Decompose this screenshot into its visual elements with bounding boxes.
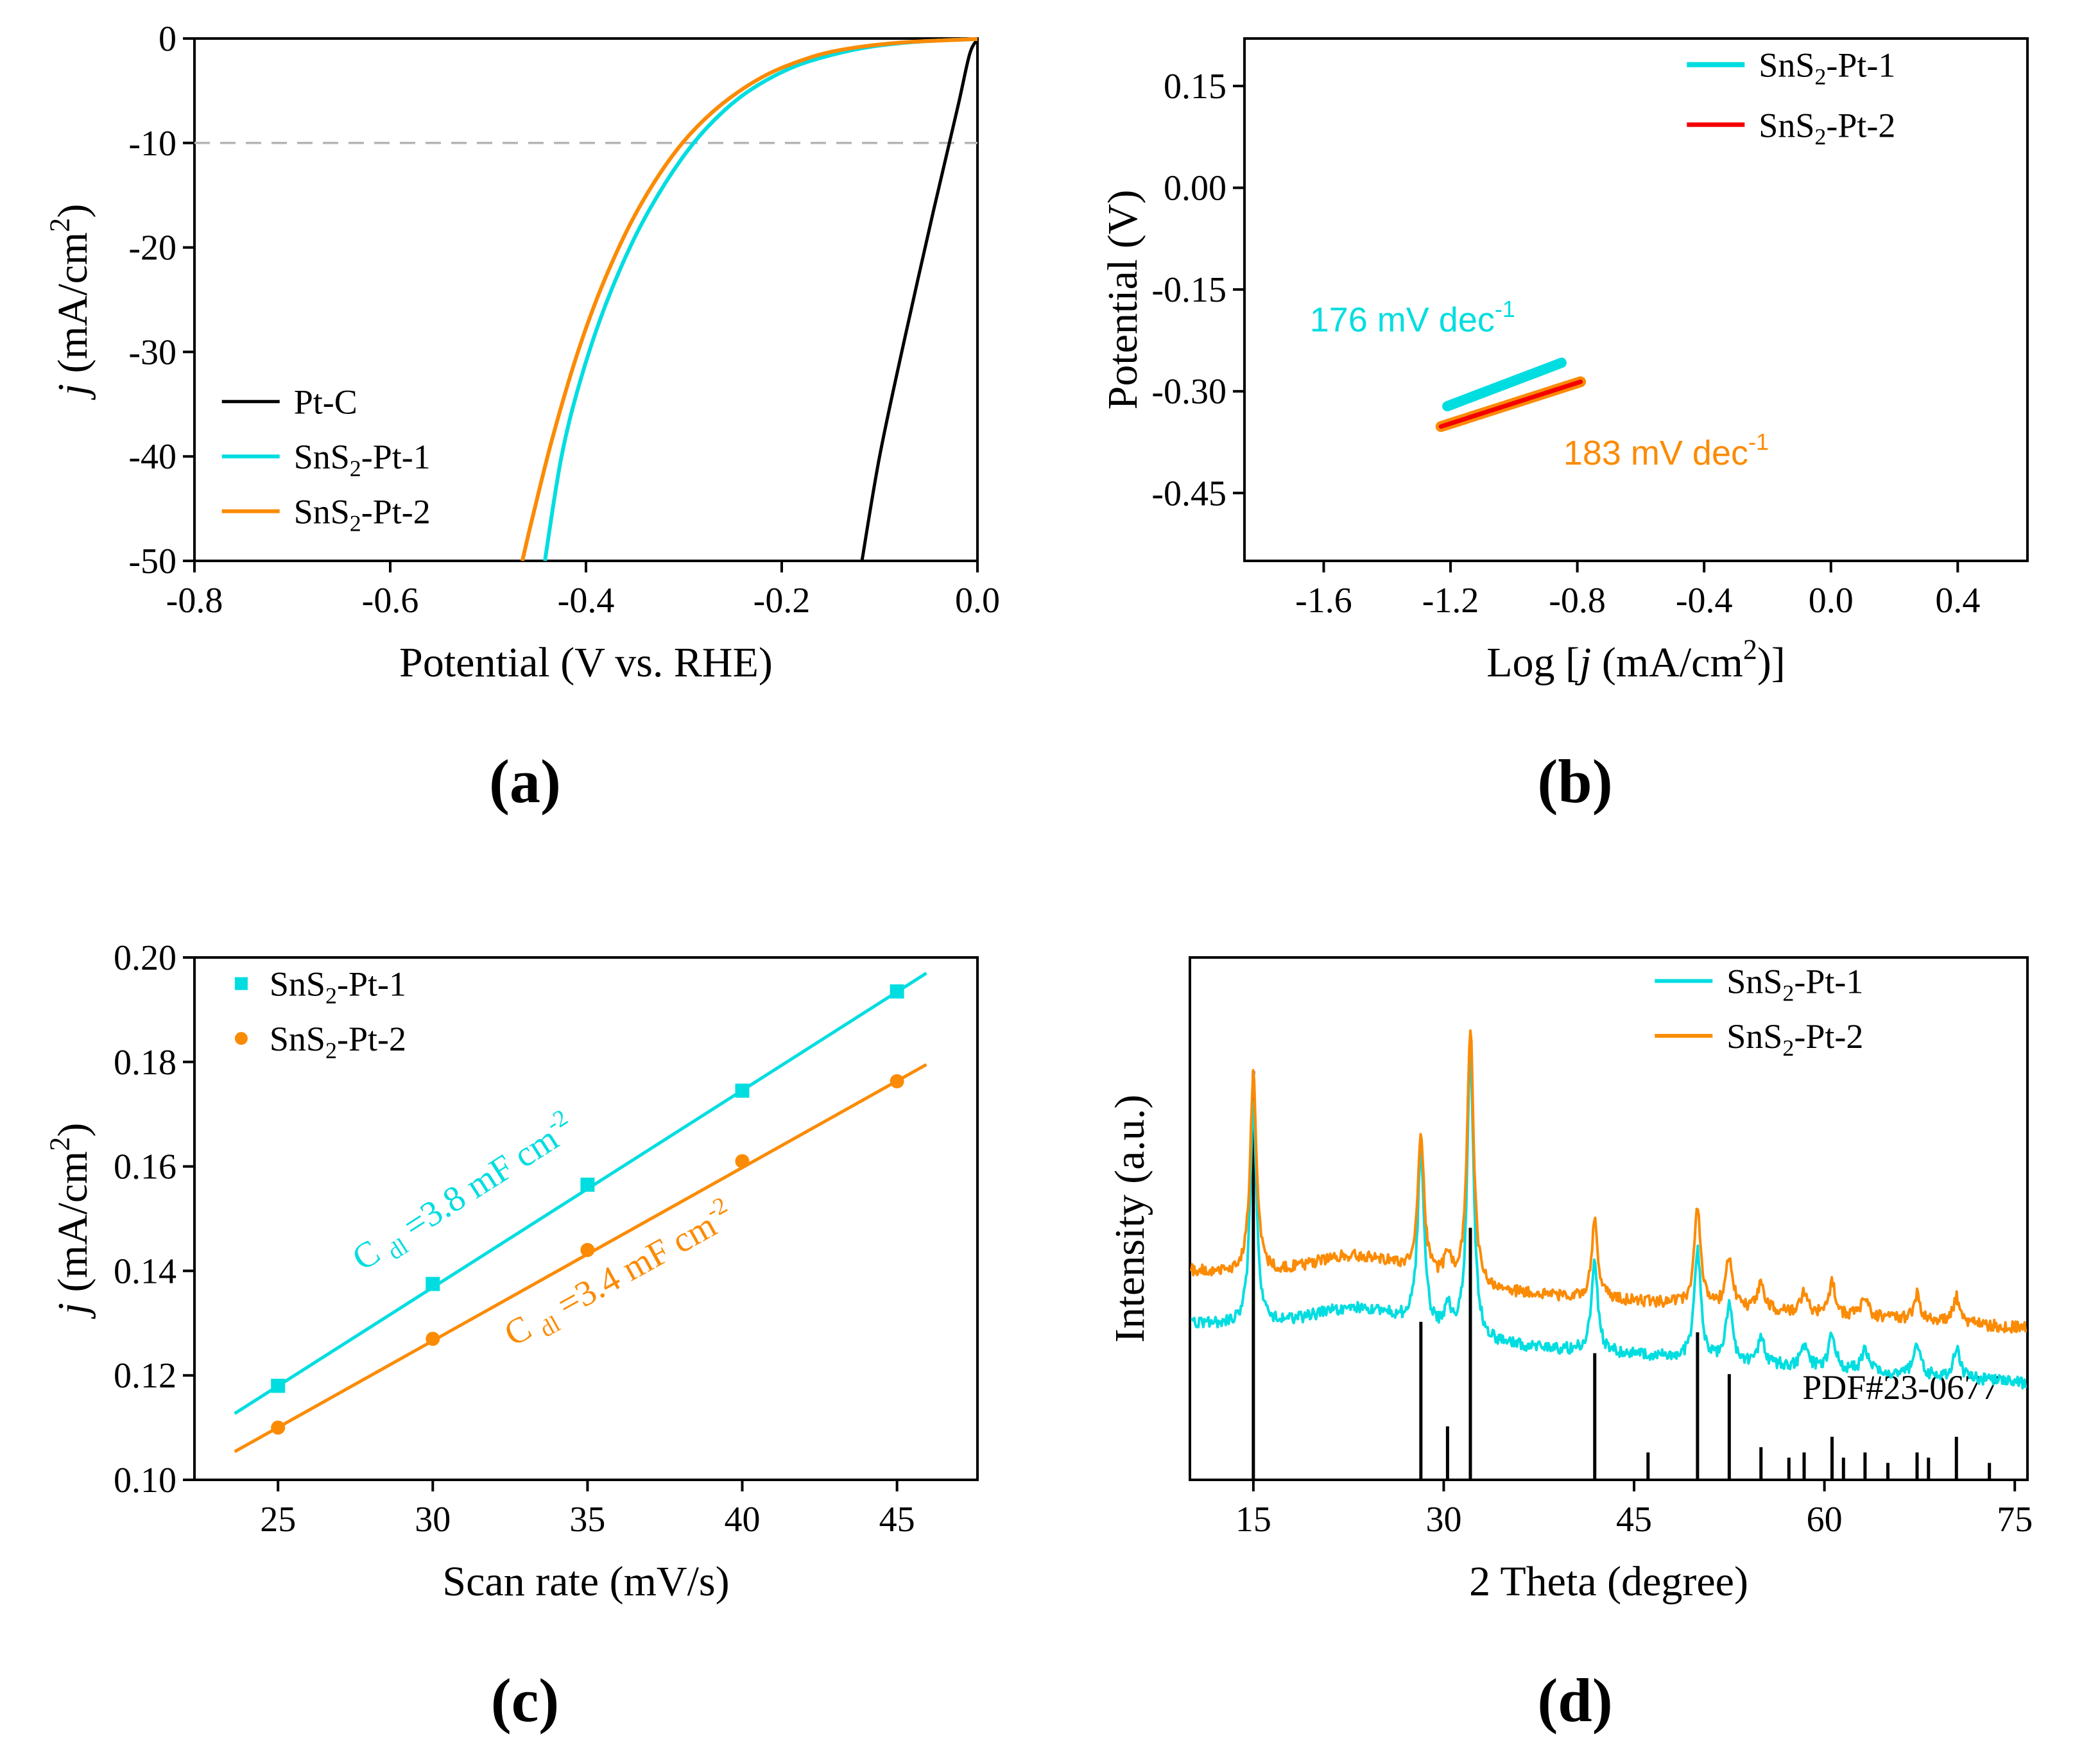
svg-text:0.4: 0.4 bbox=[1935, 581, 1980, 621]
svg-text:0.0: 0.0 bbox=[1809, 581, 1854, 621]
panel-a-caption: (a) bbox=[489, 747, 561, 816]
panel-c: 25 30 35 40 45 0.10 0.12 0.14 0.16 0.18 0.20 Scan r… bbox=[0, 879, 1050, 1759]
svg-text:-0.4: -0.4 bbox=[1676, 581, 1733, 621]
panel-b-chart: -1.6 -1.2 -0.8 -0.4 0.0 0.4 0.15 0.00 -0.15 -0.30… bbox=[1099, 37, 2029, 686]
svg-text:15: 15 bbox=[1235, 1500, 1271, 1540]
svg-text:SnS2-Pt-2: SnS2-Pt-2 bbox=[294, 493, 431, 536]
svg-text:C dl =3.8 mF cm-2: C dl =3.8 mF cm-2 bbox=[343, 1104, 585, 1283]
svg-text:0.12: 0.12 bbox=[114, 1356, 176, 1396]
svg-text:-0.15: -0.15 bbox=[1151, 270, 1226, 310]
svg-text:0.10: 0.10 bbox=[114, 1461, 176, 1500]
svg-text:SnS2-Pt-2: SnS2-Pt-2 bbox=[1726, 1017, 1863, 1061]
svg-text:75: 75 bbox=[1997, 1500, 2033, 1540]
svg-text:2 Theta (degree): 2 Theta (degree) bbox=[1469, 1558, 1748, 1605]
svg-text:SnS2-Pt-2: SnS2-Pt-2 bbox=[270, 1020, 406, 1063]
svg-text:25: 25 bbox=[260, 1500, 296, 1540]
svg-text:-10: -10 bbox=[128, 124, 176, 164]
svg-text:0.20: 0.20 bbox=[114, 938, 176, 978]
svg-text:SnS2-Pt-1: SnS2-Pt-1 bbox=[270, 965, 406, 1009]
panel-a: -0.8 -0.6 -0.4 -0.2 0.0 0 -10 -20 -30 -40 -50 Poten… bbox=[0, 0, 1050, 879]
svg-text:30: 30 bbox=[1425, 1500, 1461, 1540]
svg-text:176 mV dec-1: 176 mV dec-1 bbox=[1310, 296, 1515, 339]
svg-text:60: 60 bbox=[1807, 1500, 1843, 1540]
svg-text:-1.6: -1.6 bbox=[1295, 581, 1352, 621]
svg-text:183 mV dec-1: 183 mV dec-1 bbox=[1563, 429, 1769, 472]
svg-text:-0.45: -0.45 bbox=[1151, 474, 1226, 513]
svg-text:0.0: 0.0 bbox=[955, 581, 1000, 621]
svg-text:0.16: 0.16 bbox=[114, 1147, 176, 1187]
svg-text:Pt-C: Pt-C bbox=[294, 383, 357, 422]
svg-text:Potential (V): Potential (V) bbox=[1099, 190, 1146, 410]
svg-text:SnS2-Pt-2: SnS2-Pt-2 bbox=[1759, 106, 1895, 150]
panel-c-caption: (c) bbox=[490, 1666, 560, 1735]
svg-text:j (mA/cm2): j (mA/cm2) bbox=[44, 204, 96, 401]
panel-b-caption: (b) bbox=[1537, 747, 1613, 816]
svg-text:-0.6: -0.6 bbox=[362, 581, 419, 621]
svg-text:-50: -50 bbox=[128, 542, 176, 581]
svg-text:45: 45 bbox=[1616, 1500, 1652, 1540]
panel-d: 15 30 45 60 75 2 Theta (degree) Intensity (a.u… bbox=[1050, 879, 2100, 1759]
svg-text:-20: -20 bbox=[128, 228, 176, 268]
svg-text:-0.4: -0.4 bbox=[558, 581, 615, 621]
svg-text:SnS2-Pt-1: SnS2-Pt-1 bbox=[1759, 46, 1895, 90]
panel-d-chart: 15 30 45 60 75 2 Theta (degree) Intensity (a.u… bbox=[1106, 956, 2033, 1605]
svg-text:C dl =3.4 mF cm-2: C dl =3.4 mF cm-2 bbox=[495, 1192, 743, 1359]
svg-text:0.18: 0.18 bbox=[114, 1043, 176, 1083]
svg-text:j (mA/cm2): j (mA/cm2) bbox=[44, 1123, 96, 1320]
svg-text:45: 45 bbox=[879, 1500, 915, 1540]
svg-text:0.15: 0.15 bbox=[1164, 67, 1226, 107]
svg-text:-0.2: -0.2 bbox=[753, 581, 811, 621]
panel-d-caption: (d) bbox=[1537, 1666, 1613, 1735]
panel-c-chart: 25 30 35 40 45 0.10 0.12 0.14 0.16 0.18 0.20 Scan r… bbox=[44, 938, 979, 1605]
panel-a-chart: -0.8 -0.6 -0.4 -0.2 0.0 0 -10 -20 -30 -40 -50 Poten… bbox=[44, 19, 1000, 686]
svg-text:40: 40 bbox=[725, 1500, 761, 1540]
svg-text:0.14: 0.14 bbox=[114, 1251, 176, 1291]
svg-text:Log [j (mA/cm2)]: Log [j (mA/cm2)] bbox=[1486, 633, 1786, 686]
svg-text:-1.2: -1.2 bbox=[1422, 581, 1479, 621]
svg-text:SnS2-Pt-1: SnS2-Pt-1 bbox=[294, 438, 431, 481]
svg-text:Potential (V vs. RHE): Potential (V vs. RHE) bbox=[399, 639, 773, 686]
svg-text:0: 0 bbox=[159, 19, 176, 59]
svg-text:-30: -30 bbox=[128, 332, 176, 372]
svg-text:-0.8: -0.8 bbox=[1549, 581, 1606, 621]
svg-text:SnS2-Pt-1: SnS2-Pt-1 bbox=[1726, 963, 1863, 1006]
svg-text:Intensity (a.u.): Intensity (a.u.) bbox=[1106, 1095, 1153, 1343]
svg-text:0.00: 0.00 bbox=[1164, 169, 1226, 209]
svg-text:-0.8: -0.8 bbox=[166, 581, 223, 621]
panel-b: -1.6 -1.2 -0.8 -0.4 0.0 0.4 0.15 0.00 -0.15 -0.30… bbox=[1050, 0, 2100, 879]
svg-text:35: 35 bbox=[569, 1500, 605, 1540]
svg-text:Scan rate (mV/s): Scan rate (mV/s) bbox=[442, 1558, 729, 1605]
svg-text:-40: -40 bbox=[128, 437, 176, 477]
svg-text:30: 30 bbox=[415, 1500, 451, 1540]
svg-text:-0.30: -0.30 bbox=[1151, 372, 1226, 412]
